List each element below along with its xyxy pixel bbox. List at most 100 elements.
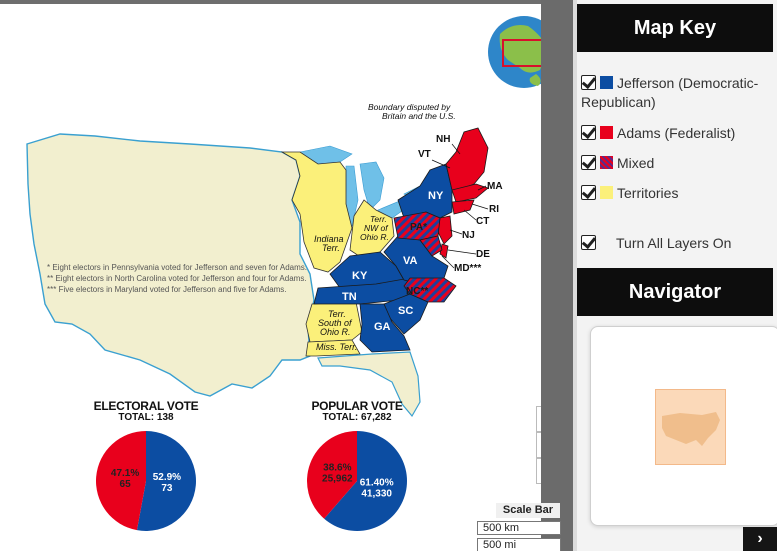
- jefferson-swatch: [600, 76, 613, 89]
- florida: [317, 351, 421, 418]
- electoral-vote-title: ELECTORAL VOTE TOTAL: 138: [86, 399, 206, 423]
- label-nw-2: NW of: [364, 223, 389, 233]
- label-de: DE: [476, 249, 490, 260]
- state-ct-ri: [451, 199, 475, 215]
- electoral-pie-value-label-1: 65: [120, 479, 132, 490]
- footnote-md: *** Five electors in Maryland voted for …: [47, 285, 287, 294]
- map-view[interactable]: NY PA* VA NC** SC GA KY TN NH VT MA RI C…: [0, 0, 541, 551]
- territories-swatch: [600, 186, 613, 199]
- state-ny: [397, 163, 453, 219]
- toggle-all-checkbox[interactable]: [581, 235, 596, 250]
- layer-adams[interactable]: Adams (Federalist): [581, 124, 771, 143]
- popular-pie-slice-0: [324, 431, 407, 531]
- electoral-vote-heading: ELECTORAL VOTE: [93, 399, 199, 413]
- navigator-header: Navigator: [577, 268, 773, 316]
- label-miss-terr: Miss. Terr.: [316, 342, 357, 352]
- label-sc: SC: [398, 305, 413, 317]
- popular-pie-value-label-1: 25,962: [322, 474, 353, 485]
- state-nc: [403, 277, 457, 303]
- state-md: [419, 235, 443, 257]
- label-ny: NY: [428, 190, 444, 202]
- mississippi-territory: [305, 339, 361, 357]
- boundary-note-line2: Britain and the U.S.: [382, 111, 456, 121]
- label-ky: KY: [352, 270, 368, 282]
- adams-swatch: [600, 126, 613, 139]
- scale-bar-km: 500 km: [477, 521, 561, 535]
- layer-adams-label: Adams (Federalist): [617, 125, 736, 141]
- electoral-pie-pct-label-0: 52.9%: [153, 472, 181, 483]
- layer-jefferson[interactable]: Jefferson (Democratic-Republican): [581, 74, 771, 112]
- label-south-3: Ohio R.: [320, 327, 351, 337]
- panel-edge: [573, 0, 577, 551]
- scale-bar-mi: 500 mi: [477, 538, 561, 551]
- layer-mixed-label: Mixed: [617, 155, 655, 171]
- footnote-nc: ** Eight electors in North Carolina vote…: [47, 274, 307, 283]
- electoral-pie-value-label-0: 73: [161, 483, 173, 494]
- electoral-vote-total: TOTAL: 138: [118, 412, 174, 423]
- popular-pie-pct-label-0: 61.40%: [360, 477, 394, 488]
- toggle-all-layers[interactable]: Turn All Layers On: [581, 234, 771, 253]
- label-nw-1: Terr.: [370, 214, 387, 224]
- label-nw-3: Ohio R.: [360, 232, 389, 242]
- label-ma: MA: [487, 181, 503, 192]
- popular-pie-pct-label-1: 38.6%: [323, 463, 351, 474]
- panel-divider[interactable]: [541, 0, 573, 551]
- western-land: [26, 133, 315, 397]
- layer-territories-checkbox[interactable]: [581, 185, 596, 200]
- electoral-pie-pct-label-1: 47.1%: [111, 468, 139, 479]
- label-vt: VT: [418, 149, 431, 160]
- popular-vote-title: POPULAR VOTE TOTAL: 67,282: [297, 399, 417, 423]
- layer-adams-checkbox[interactable]: [581, 125, 596, 140]
- layer-jefferson-checkbox[interactable]: [581, 75, 596, 90]
- electoral-pie-slice-0: [136, 431, 197, 531]
- label-ct: CT: [476, 216, 489, 227]
- popular-vote-heading: POPULAR VOTE: [311, 399, 403, 413]
- popular-vote-total: TOTAL: 67,282: [322, 412, 392, 423]
- label-va: VA: [403, 255, 418, 267]
- popular-pie-slice-1: [307, 431, 357, 519]
- label-indiana-2: Terr.: [322, 243, 340, 253]
- layer-territories-label: Territories: [617, 185, 679, 201]
- electoral-vote-pie: 52.9%73 47.1%65: [96, 431, 197, 531]
- boundary-note-line1: Boundary disputed by: [368, 102, 451, 112]
- mixed-states: [393, 211, 457, 303]
- label-nj: NJ: [462, 230, 475, 241]
- mixed-swatch: [600, 156, 613, 169]
- layer-mixed-checkbox[interactable]: [581, 155, 596, 170]
- label-md: MD***: [454, 263, 481, 274]
- navigator-thumbnail[interactable]: [655, 389, 726, 465]
- jefferson-states: [313, 163, 453, 353]
- map-key-header: Map Key: [577, 4, 773, 52]
- indiana-territory: [280, 151, 353, 273]
- election-map[interactable]: NY PA* VA NC** SC GA KY TN NH VT MA RI C…: [0, 4, 541, 551]
- us-thumbnail-icon: [662, 412, 720, 446]
- label-indiana-1: Indiana: [314, 234, 344, 244]
- label-south-1: Terr.: [328, 309, 346, 319]
- toggle-all-label: Turn All Layers On: [616, 235, 732, 251]
- adams-states: [437, 127, 489, 259]
- state-ma: [451, 183, 489, 203]
- state-ga: [359, 303, 411, 353]
- layer-territories[interactable]: Territories: [581, 184, 771, 203]
- layer-jefferson-label: Jefferson (Democratic-Republican): [581, 75, 759, 110]
- layer-mixed[interactable]: Mixed: [581, 154, 771, 173]
- label-nc: NC**: [406, 286, 428, 297]
- state-nh-vt-ma: [445, 127, 489, 191]
- globe-icon[interactable]: [488, 16, 541, 88]
- label-ga: GA: [374, 321, 391, 333]
- label-tn: TN: [342, 291, 357, 303]
- popular-pie-value-label-0: 41,330: [361, 488, 392, 499]
- scale-bar-title: Scale Bar: [496, 503, 560, 518]
- popular-vote-pie: 61.40%41,330 38.6%25,962: [307, 431, 407, 531]
- electoral-pie-slice-1: [96, 431, 146, 531]
- label-south-2: South of: [318, 318, 353, 328]
- navigator-next-button[interactable]: ›: [743, 527, 777, 551]
- nw-ohio-territory: [349, 199, 395, 259]
- footnote-pa: * Eight electors in Pennsylvania voted f…: [47, 263, 307, 272]
- label-leader-lines: [431, 143, 489, 269]
- label-nh: NH: [436, 134, 450, 145]
- chevron-right-icon: ›: [757, 530, 763, 547]
- label-ri: RI: [489, 204, 499, 215]
- label-pa: PA*: [410, 222, 427, 233]
